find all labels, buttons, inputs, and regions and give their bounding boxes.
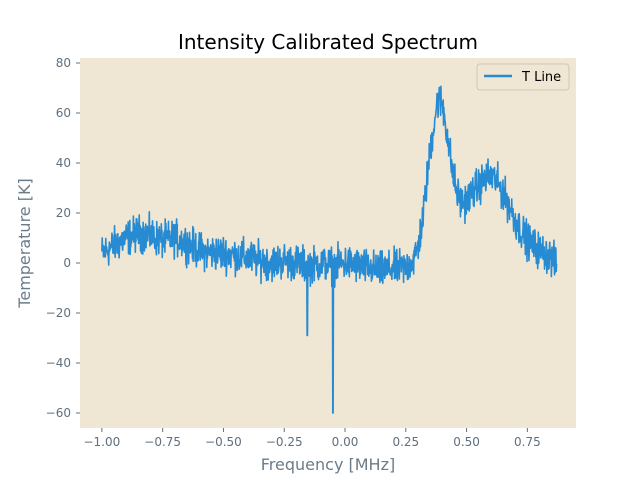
x-tick-label: −0.50 — [205, 435, 242, 449]
x-tick-label: 0.00 — [332, 435, 359, 449]
x-ticks: −1.00 −0.75 −0.50 −0.25 0.00 0.25 0.50 0.75 — [83, 428, 541, 449]
x-axis-label: Frequency [MHz] — [261, 455, 395, 474]
x-tick-label: −1.00 — [83, 435, 120, 449]
legend-box — [476, 63, 570, 91]
y-tick-label: 20 — [56, 206, 71, 220]
y-tick-label: 60 — [56, 106, 71, 120]
x-tick-label: 0.25 — [392, 435, 419, 449]
chart-title: Intensity Calibrated Spectrum — [178, 30, 478, 54]
x-tick-label: 0.75 — [514, 435, 541, 449]
series-layer — [101, 85, 558, 414]
y-tick-label: −40 — [46, 356, 71, 370]
legend: T Line — [476, 63, 570, 91]
y-axis-label: Temperature [K] — [15, 178, 34, 308]
y-tick-label: 40 — [56, 156, 71, 170]
x-tick-label: −0.25 — [266, 435, 303, 449]
y-tick-label: 80 — [56, 56, 71, 70]
x-tick-label: 0.50 — [453, 435, 480, 449]
y-tick-label: −60 — [46, 406, 71, 420]
y-tick-label: 0 — [63, 256, 71, 270]
y-ticks: 80 60 40 20 0 −20 −40 −60 — [46, 56, 80, 420]
x-tick-label: −0.75 — [144, 435, 181, 449]
legend-label: T Line — [521, 70, 561, 85]
series-line-t-line — [101, 85, 558, 414]
y-tick-label: −20 — [46, 306, 71, 320]
